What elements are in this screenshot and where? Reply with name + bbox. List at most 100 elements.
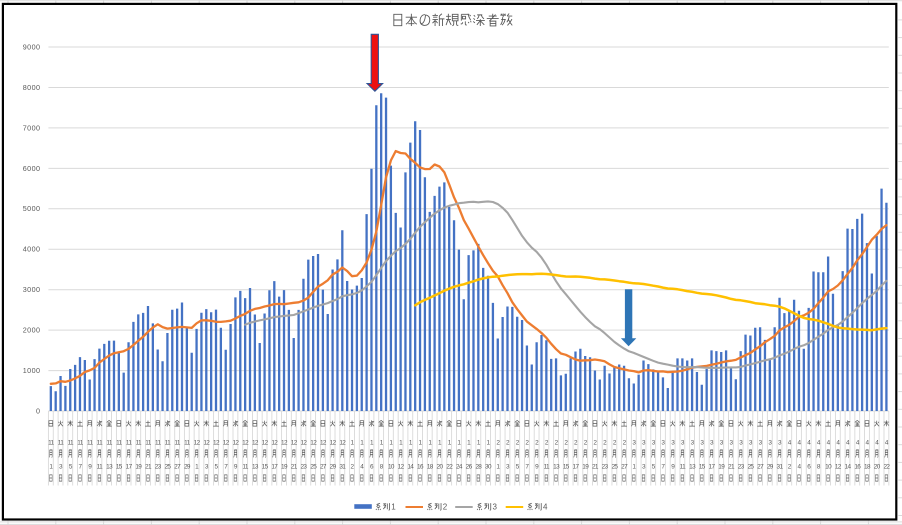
svg-text:2: 2 (564, 439, 568, 446)
svg-text:19: 19 (135, 464, 142, 471)
svg-text:9: 9 (671, 464, 675, 471)
svg-text:11: 11 (145, 439, 151, 446)
svg-text:28: 28 (475, 464, 482, 471)
svg-text:12: 12 (213, 439, 220, 446)
svg-text:11: 11 (136, 439, 142, 446)
svg-text:15: 15 (262, 464, 269, 471)
svg-text:13: 13 (106, 464, 113, 471)
svg-text:18: 18 (427, 464, 434, 471)
svg-text:2: 2 (574, 439, 578, 446)
svg-text:25: 25 (611, 464, 618, 471)
svg-text:4: 4 (866, 439, 870, 446)
svg-text:11: 11 (106, 439, 112, 446)
svg-text:2: 2 (555, 439, 559, 446)
svg-text:1: 1 (419, 439, 423, 446)
svg-text:17: 17 (573, 464, 580, 471)
svg-text:2: 2 (506, 439, 510, 446)
svg-text:6: 6 (370, 464, 374, 471)
svg-text:5: 5 (516, 464, 520, 471)
svg-text:2: 2 (788, 464, 792, 471)
svg-text:4: 4 (798, 439, 802, 446)
svg-text:4: 4 (807, 439, 811, 446)
svg-text:25: 25 (310, 464, 317, 471)
svg-text:4: 4 (885, 439, 889, 446)
svg-text:1: 1 (409, 439, 413, 446)
svg-text:9000: 9000 (23, 42, 41, 51)
svg-text:2: 2 (516, 439, 520, 446)
svg-text:3: 3 (493, 503, 498, 512)
svg-text:24: 24 (456, 464, 463, 471)
svg-text:20: 20 (874, 464, 881, 471)
svg-text:11: 11 (165, 439, 171, 446)
svg-text:3000: 3000 (23, 285, 41, 294)
svg-text:3: 3 (642, 439, 646, 446)
svg-text:4: 4 (827, 439, 831, 446)
svg-text:12: 12 (271, 439, 278, 446)
svg-text:3: 3 (632, 439, 636, 446)
svg-text:1: 1 (195, 464, 199, 471)
svg-text:13: 13 (252, 464, 259, 471)
svg-text:19: 19 (582, 464, 589, 471)
svg-text:3: 3 (59, 464, 63, 471)
svg-text:29: 29 (184, 464, 191, 471)
svg-text:21: 21 (728, 464, 735, 471)
svg-text:2: 2 (496, 439, 500, 446)
svg-text:15: 15 (116, 464, 123, 471)
svg-text:8: 8 (817, 464, 821, 471)
svg-text:1: 1 (49, 464, 53, 471)
svg-text:7000: 7000 (23, 123, 41, 132)
svg-text:2: 2 (613, 439, 617, 446)
svg-text:21: 21 (291, 464, 298, 471)
svg-text:6000: 6000 (23, 164, 41, 173)
svg-text:12: 12 (291, 439, 298, 446)
svg-text:23: 23 (738, 464, 745, 471)
svg-text:1: 1 (467, 439, 471, 446)
svg-text:11: 11 (544, 464, 550, 471)
svg-text:6: 6 (807, 464, 811, 471)
svg-text:2: 2 (525, 439, 529, 446)
svg-text:1: 1 (438, 439, 442, 446)
svg-text:3: 3 (691, 439, 695, 446)
svg-text:13: 13 (689, 464, 696, 471)
svg-text:12: 12 (262, 439, 269, 446)
svg-text:7: 7 (224, 464, 228, 471)
svg-text:27: 27 (320, 464, 327, 471)
svg-text:12: 12 (281, 439, 288, 446)
svg-text:5: 5 (652, 464, 656, 471)
svg-text:21: 21 (592, 464, 599, 471)
svg-text:25: 25 (164, 464, 171, 471)
svg-text:10: 10 (388, 464, 395, 471)
svg-text:7: 7 (661, 464, 665, 471)
svg-text:2: 2 (545, 439, 549, 446)
svg-text:1: 1 (389, 439, 393, 446)
svg-text:1: 1 (496, 464, 500, 471)
svg-text:19: 19 (718, 464, 725, 471)
svg-text:2: 2 (603, 439, 607, 446)
svg-text:23: 23 (300, 464, 307, 471)
svg-text:26: 26 (466, 464, 473, 471)
svg-text:12: 12 (398, 464, 405, 471)
svg-text:3: 3 (681, 439, 685, 446)
svg-text:2: 2 (623, 439, 627, 446)
svg-text:3: 3 (778, 439, 782, 446)
svg-text:1: 1 (360, 439, 364, 446)
svg-text:1: 1 (632, 464, 636, 471)
svg-text:31: 31 (339, 464, 346, 471)
svg-text:3: 3 (700, 439, 704, 446)
svg-text:14: 14 (845, 464, 852, 471)
svg-text:3: 3 (720, 439, 724, 446)
svg-text:4: 4 (788, 439, 792, 446)
svg-text:11: 11 (242, 464, 248, 471)
svg-text:10: 10 (825, 464, 832, 471)
svg-text:12: 12 (203, 439, 210, 446)
svg-text:11: 11 (68, 439, 74, 446)
svg-text:22: 22 (446, 464, 453, 471)
svg-text:5: 5 (69, 464, 73, 471)
svg-text:11: 11 (87, 439, 93, 446)
svg-text:21: 21 (145, 464, 152, 471)
svg-text:9: 9 (234, 464, 238, 471)
svg-text:3: 3 (749, 439, 753, 446)
svg-text:3: 3 (710, 439, 714, 446)
svg-text:11: 11 (184, 439, 190, 446)
svg-text:17: 17 (126, 464, 133, 471)
